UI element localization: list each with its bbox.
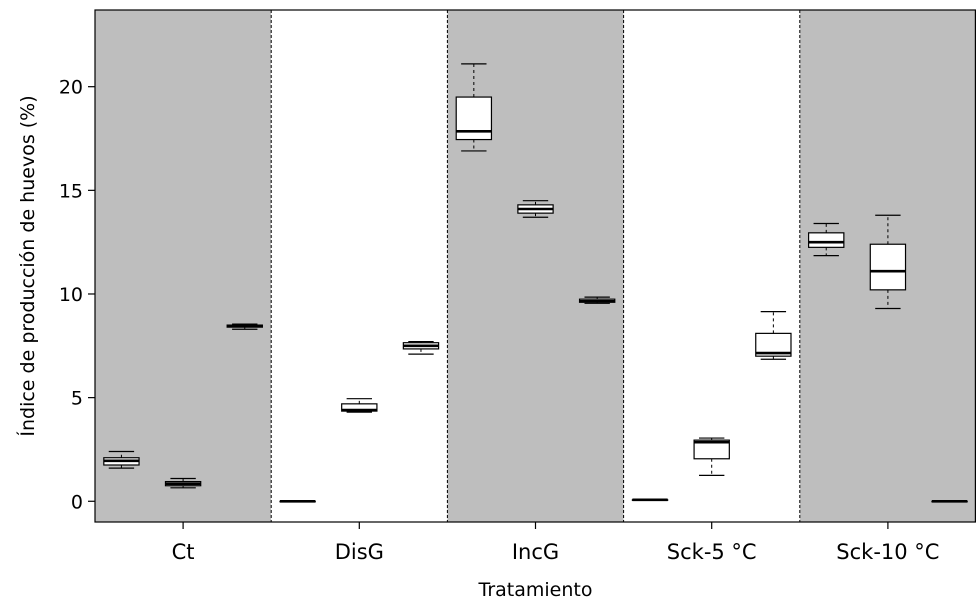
panel-0 xyxy=(95,10,272,522)
y-tick-label: 0 xyxy=(71,491,83,513)
x-tick-label: Sck-5 °C xyxy=(667,540,757,564)
y-axis-title: Índice de producción de huevos (%) xyxy=(16,95,39,436)
box-3-1 xyxy=(693,437,730,476)
box-2-0 xyxy=(455,63,493,152)
x-tick-label: IncG xyxy=(512,540,559,564)
x-axis-title: Tratamiento xyxy=(478,579,593,601)
box-0-0 xyxy=(103,450,140,469)
box-iqr xyxy=(455,96,493,141)
box-3-2 xyxy=(755,311,792,360)
panel-1 xyxy=(271,10,448,522)
box-1-1 xyxy=(341,398,378,413)
box-iqr xyxy=(693,439,730,460)
y-tick-label: 5 xyxy=(71,388,83,410)
box-iqr xyxy=(755,332,792,357)
box-0-2 xyxy=(226,323,263,330)
y-axis: 0 5 10 15 20 xyxy=(59,77,95,513)
y-tick-label: 15 xyxy=(59,180,83,202)
x-tick-label: DisG xyxy=(335,540,384,564)
box-3-0 xyxy=(631,498,669,502)
x-tick-label: Ct xyxy=(172,540,195,564)
panel-dividers xyxy=(270,10,801,522)
panel-3 xyxy=(623,10,800,522)
y-tick-label: 10 xyxy=(59,284,83,306)
box-4-0 xyxy=(808,222,845,257)
box-iqr xyxy=(808,232,845,248)
box-0-1 xyxy=(164,477,202,489)
box-iqr xyxy=(869,243,907,291)
box-2-2 xyxy=(578,296,616,304)
box-1-0 xyxy=(279,499,316,503)
x-axis: Ct DisG IncG Sck-5 °C Sck-10 °C xyxy=(172,522,939,564)
box-4-1 xyxy=(869,214,907,310)
y-tick-label: 20 xyxy=(59,77,83,99)
treatment-panels xyxy=(95,10,976,522)
box-series xyxy=(103,63,968,503)
panel-2 xyxy=(447,10,624,522)
box-2-1 xyxy=(517,200,554,218)
box-1-2 xyxy=(402,341,440,355)
box-4-2 xyxy=(931,499,968,503)
x-tick-label: Sck-10 °C xyxy=(836,540,939,564)
